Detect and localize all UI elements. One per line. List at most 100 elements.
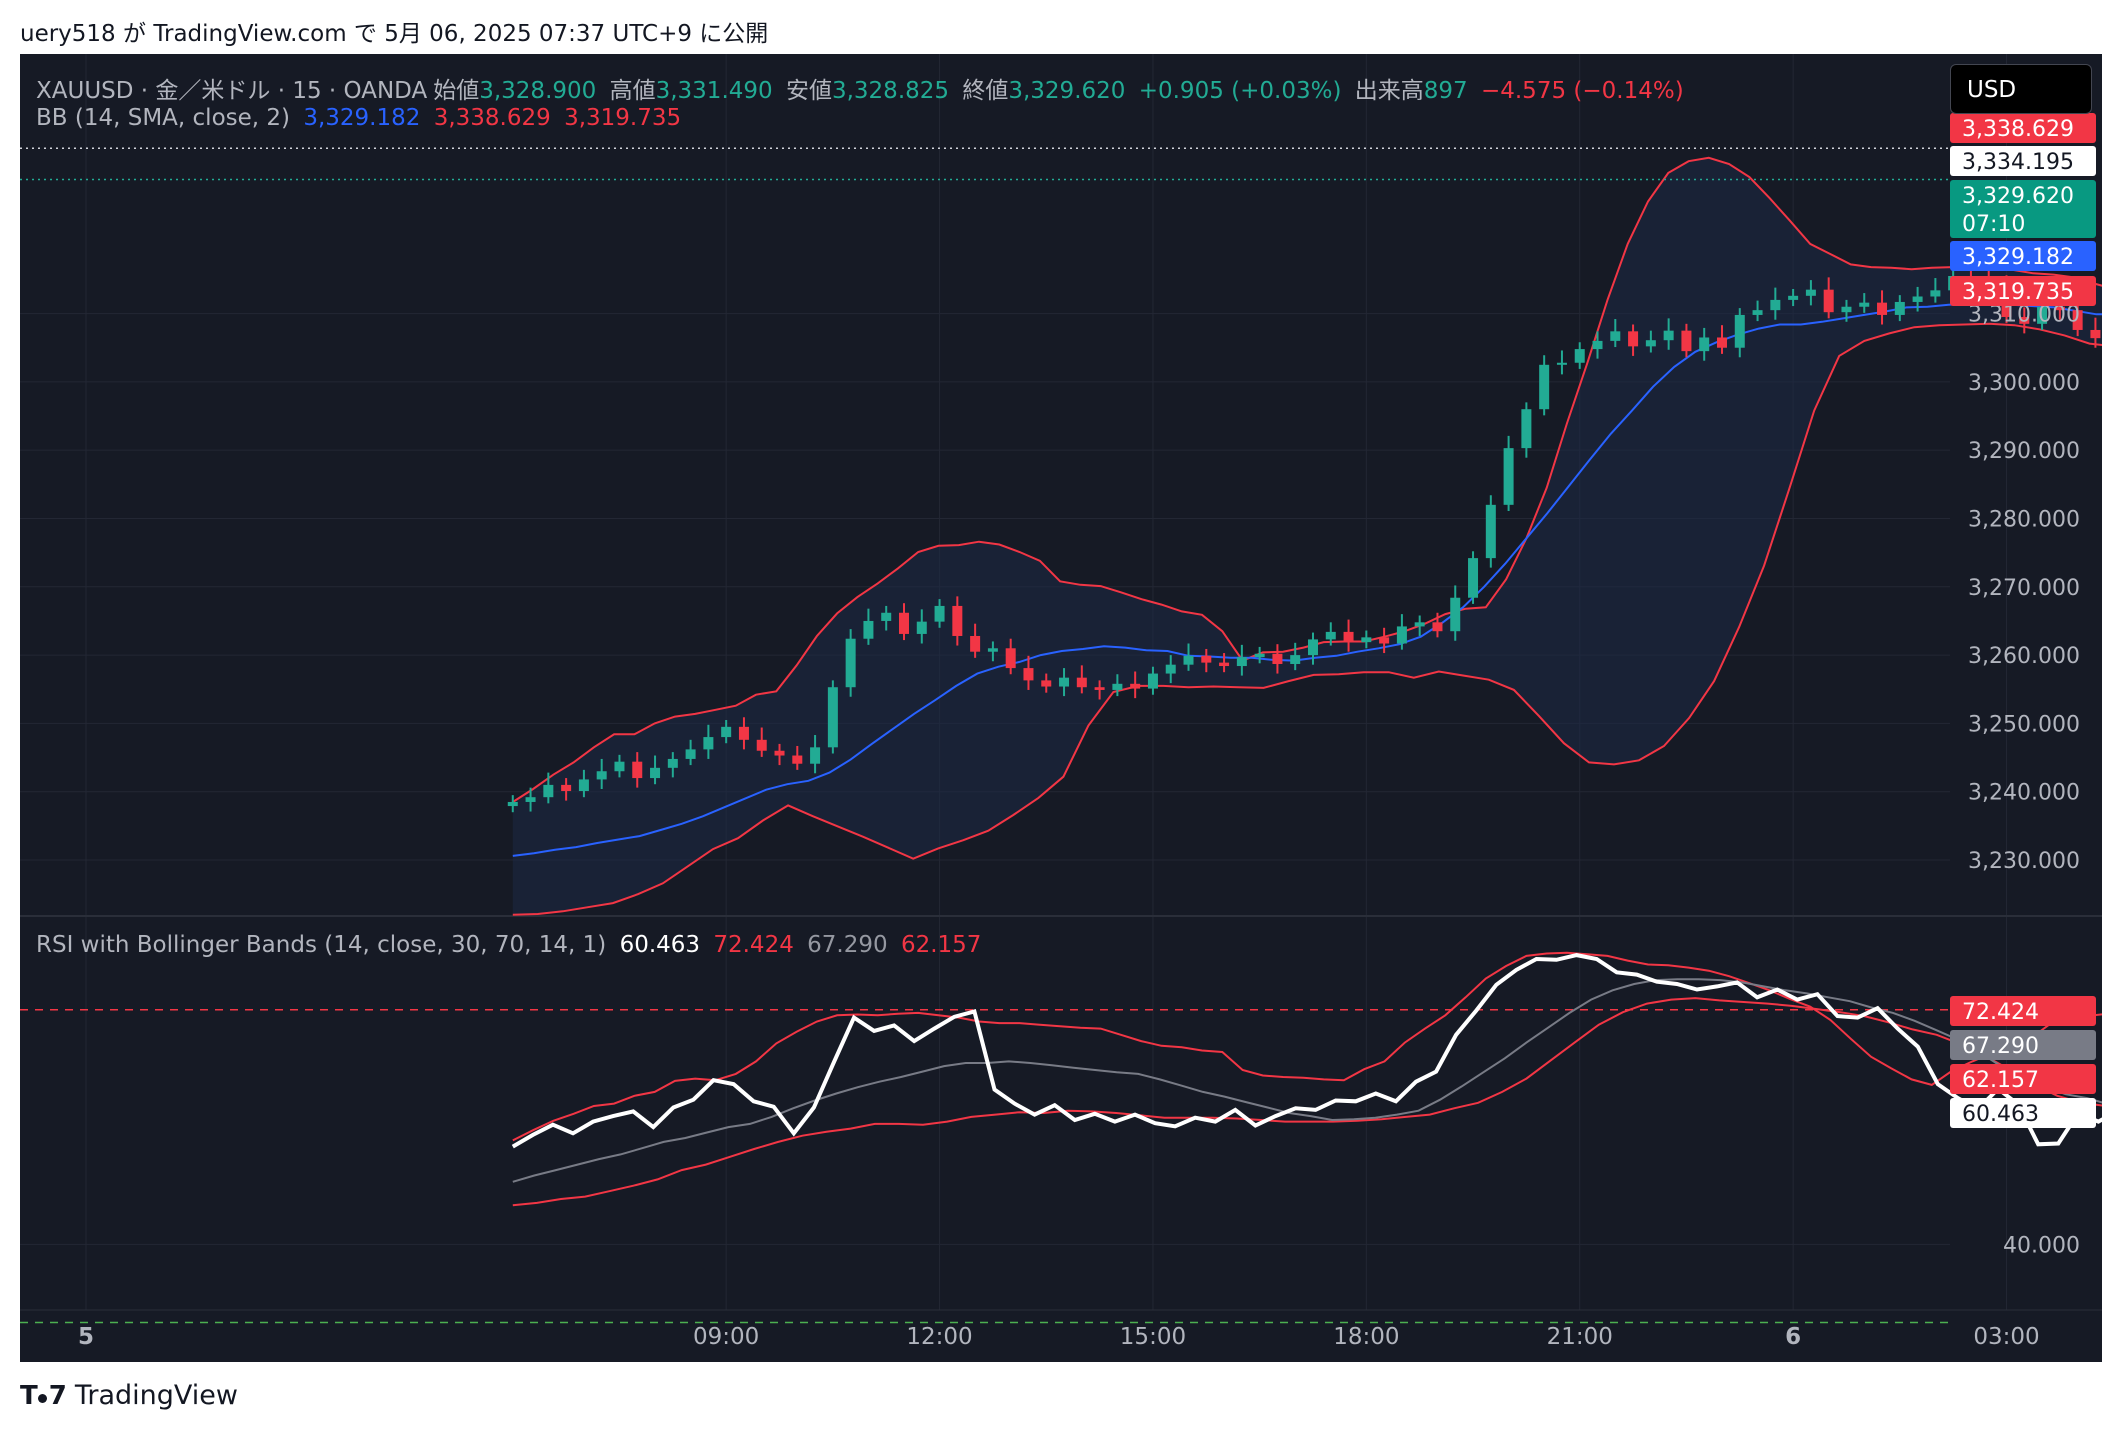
rsi-upper-badge-bg xyxy=(1950,996,2096,1026)
candle-body xyxy=(1076,677,1087,688)
chart-canvas[interactable]: 509:0012:0015:0018:0021:00603:0007:0009:… xyxy=(20,54,2102,1362)
rsi-value-badge: 60.463 xyxy=(1962,1102,2039,1127)
rsi-basis-badge-bg xyxy=(1950,1030,2096,1060)
bb-upper-badge: 3,338.629 xyxy=(1962,117,2074,142)
candle-body xyxy=(792,755,803,764)
y-tick-label: 3,280.000 xyxy=(1968,507,2080,532)
candle-body xyxy=(1788,295,1799,300)
rsi-value: 60.463 xyxy=(619,932,701,958)
candle-body xyxy=(1361,637,1372,643)
high-label: 高値 xyxy=(609,78,656,104)
candle-body xyxy=(1005,648,1016,669)
candle-body xyxy=(578,779,589,792)
x-tick-label: 5 xyxy=(78,1324,94,1350)
candle-body xyxy=(934,605,945,622)
rsi-lower-badge-bg xyxy=(1950,1064,2096,1094)
candle-body xyxy=(881,612,892,621)
change2-value: −4.575 (−0.14%) xyxy=(1480,78,1684,104)
candle-body xyxy=(1930,290,1941,297)
bb-upper-value: 3,338.629 xyxy=(433,105,551,131)
candle-body xyxy=(1752,310,1763,315)
candle-body xyxy=(1877,302,1888,315)
last-price-badge: 3,329.620 xyxy=(1962,184,2074,209)
rsi-value-badge-bg xyxy=(1950,1098,2096,1128)
candle-body xyxy=(1610,331,1621,341)
candle-body xyxy=(1236,657,1247,667)
low-label: 安値 xyxy=(785,78,832,104)
candle-body xyxy=(2019,316,2030,324)
candle-body xyxy=(1219,662,1230,667)
y-tick-label: 3,270.000 xyxy=(1968,576,2080,601)
candle-body xyxy=(952,605,963,636)
chart-frame[interactable]: 509:0012:0015:0018:0021:00603:0007:0009:… xyxy=(20,54,2102,1362)
candle-body xyxy=(1379,637,1390,644)
candle-body xyxy=(667,758,678,768)
candle-body xyxy=(1770,299,1781,311)
rsi-lower-badge: 62.157 xyxy=(1962,1068,2039,1093)
bb-basis-line xyxy=(512,302,2102,857)
candle-body xyxy=(1734,314,1745,348)
candle-body xyxy=(810,747,821,764)
candle-body xyxy=(1645,340,1656,347)
x-tick-label: 12:00 xyxy=(906,1324,972,1350)
candle-body xyxy=(1272,653,1283,664)
bb-basis-badge: 3,329.182 xyxy=(1962,245,2074,270)
open-label: 始値 xyxy=(433,78,480,104)
candle-body xyxy=(1307,639,1318,656)
x-tick-label: 09:00 xyxy=(693,1324,759,1350)
rsi-name: RSI with Bollinger Bands (14, close, 30,… xyxy=(36,932,607,958)
rsi-lower-band xyxy=(512,997,2102,1207)
candle-body xyxy=(1681,330,1692,352)
bb-band-fill xyxy=(512,157,2102,915)
x-tick-label: 6 xyxy=(1785,1324,1801,1350)
open-value: 3,328.900 xyxy=(479,78,597,104)
y-tick-label: 3,290.000 xyxy=(1968,439,2080,464)
candle-body xyxy=(970,635,981,652)
rsi-lower-value: 62.157 xyxy=(900,932,982,958)
currency-button[interactable]: USD xyxy=(1950,64,2092,114)
candle-body xyxy=(2037,306,2048,324)
bb-name: BB (14, SMA, close, 2) xyxy=(36,105,290,131)
candle-body xyxy=(1450,597,1461,632)
candle-body xyxy=(1059,677,1070,687)
candle-body xyxy=(1165,664,1176,674)
rsi-basis-line xyxy=(512,978,2102,1183)
y-tick-label: 3,300.000 xyxy=(1968,371,2080,396)
candle-body xyxy=(774,750,785,756)
rsi-upper-band xyxy=(512,951,2102,1142)
candle-body xyxy=(1112,683,1123,690)
candle-body xyxy=(525,797,536,802)
bb-lower-line xyxy=(512,322,2102,916)
candle-body xyxy=(1823,289,1834,313)
candle-body xyxy=(1183,655,1194,665)
candle-body xyxy=(1894,301,1905,315)
candle-body xyxy=(1396,626,1407,644)
candle-body xyxy=(916,621,927,634)
candle-body xyxy=(863,620,874,639)
candle-body xyxy=(1503,448,1514,505)
x-tick-label: 03:00 xyxy=(1973,1324,2039,1350)
candle-body xyxy=(632,761,643,779)
candle-body xyxy=(1716,337,1727,348)
candle-body xyxy=(1325,631,1336,640)
bb-lower-badge: 3,319.735 xyxy=(1962,280,2074,305)
candle-body xyxy=(1539,364,1550,410)
candle-body xyxy=(1699,337,1710,352)
candle-body xyxy=(596,771,607,780)
candle-body xyxy=(827,687,838,748)
bb-lower-badge-bg xyxy=(1950,276,2096,306)
published-line: uery518 が TradingView.com で 5月 06, 2025 … xyxy=(20,21,769,47)
bb-upper-line xyxy=(512,156,2102,803)
candle-body xyxy=(1130,683,1141,689)
y-tick-label: 3,230.000 xyxy=(1968,849,2080,874)
x-tick-label: 21:00 xyxy=(1547,1324,1613,1350)
candle-body xyxy=(1432,622,1443,632)
bb-basis-badge-bg xyxy=(1950,241,2096,271)
candle-body xyxy=(1290,655,1301,664)
candle-body xyxy=(650,767,661,779)
main-legend: XAUUSD · 金／米ドル · 15 · OANDA 始値3,328.900 高… xyxy=(36,71,1690,105)
symbol-label: XAUUSD · 金／米ドル · 15 · OANDA xyxy=(36,78,428,104)
highlight-price-badge: 3,334.195 xyxy=(1962,150,2074,175)
